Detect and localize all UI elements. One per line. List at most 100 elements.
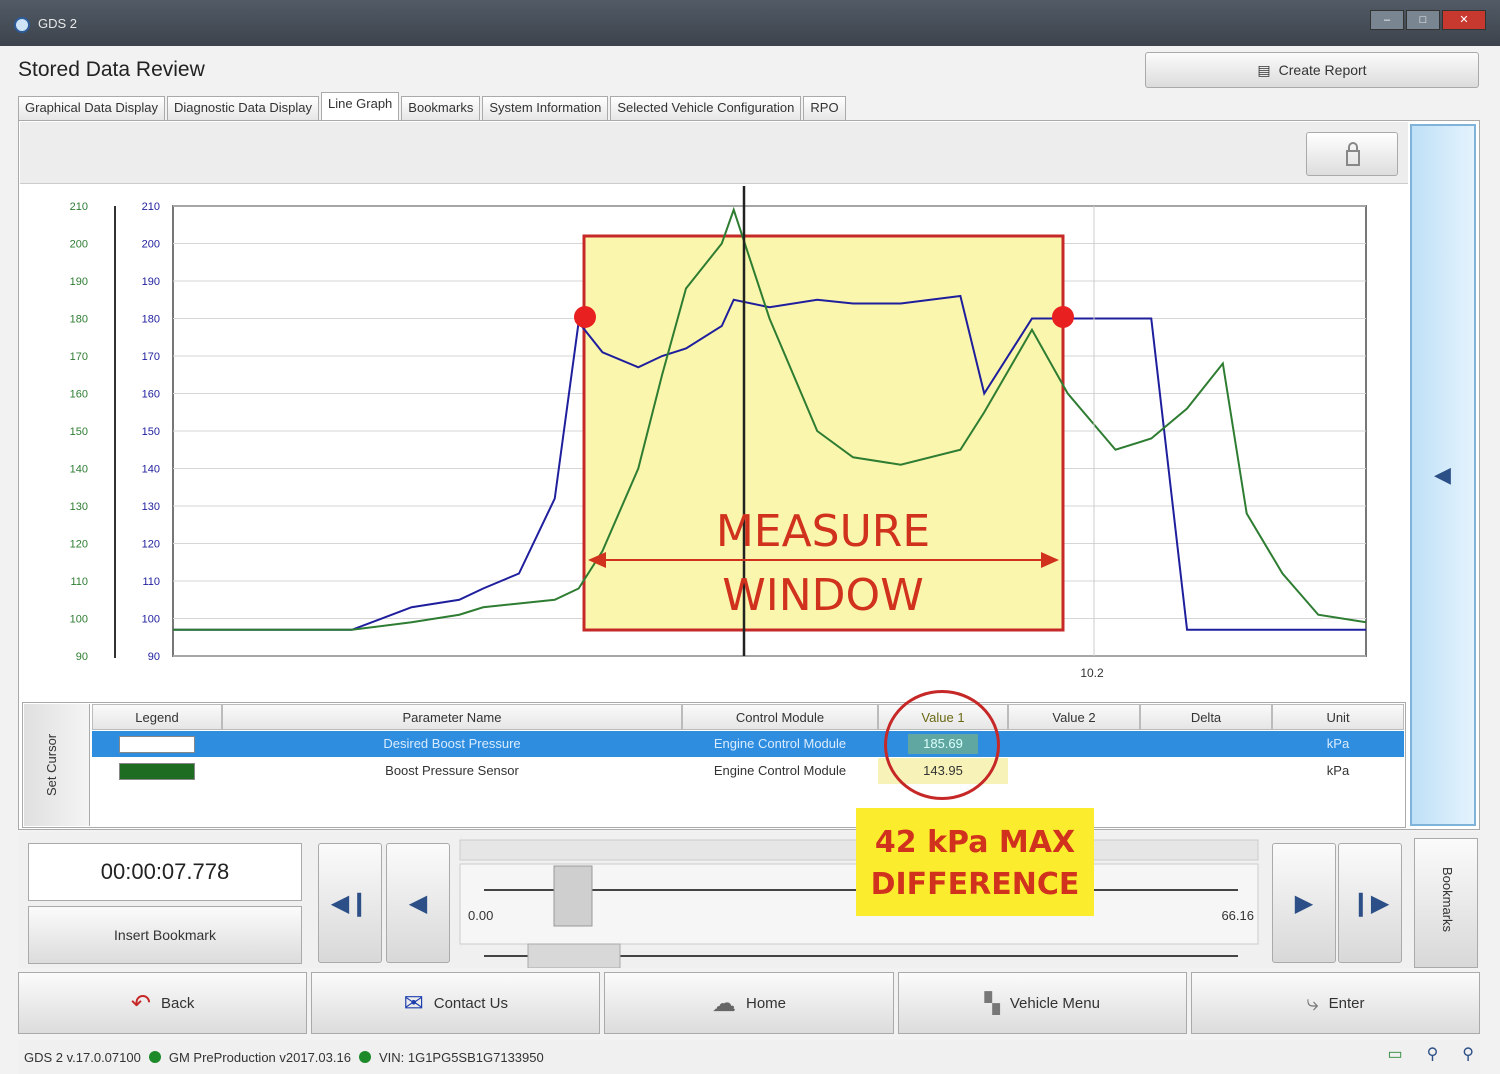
col-header-delta[interactable]: Delta	[1140, 704, 1272, 730]
y-tick-label-blue: 210	[142, 201, 160, 213]
set-cursor-label: Set Cursor	[44, 733, 59, 796]
graph-toolbar	[20, 122, 1408, 184]
zoom-thumb[interactable]	[527, 943, 621, 968]
row1-module[interactable]: Engine Control Module	[682, 731, 878, 757]
slider-thumb[interactable]	[553, 865, 593, 927]
close-button[interactable]: ✕	[1442, 10, 1486, 30]
skip-back-icon: ◀❙	[330, 889, 370, 917]
bookmarks-button[interactable]: Bookmarks	[1414, 838, 1478, 968]
tab-system-information[interactable]: System Information	[482, 96, 609, 120]
skip-forward-button[interactable]: ❙▶	[1338, 843, 1402, 963]
title-bar: GDS 2 – □ ✕	[0, 0, 1500, 46]
set-cursor-button[interactable]: Set Cursor	[24, 704, 90, 826]
measure-label-line2: WINDOW	[722, 570, 923, 621]
bottom-navigation: ↶ Back ✉ Contact Us ☁ Home ▚ Vehicle Menu ⤷ E…	[18, 972, 1481, 1036]
tab-bookmarks[interactable]: Bookmarks	[401, 96, 481, 120]
y-tick-label-blue: 120	[142, 539, 160, 551]
col-header-module[interactable]: Control Module	[682, 704, 878, 730]
create-report-label: Create Report	[1278, 62, 1367, 78]
home-label: Home	[746, 994, 787, 1012]
step-forward-button[interactable]: ▶	[1272, 843, 1336, 963]
vehicle-menu-icon: ▚	[984, 992, 1000, 1015]
measure-arrow-right-icon	[1041, 552, 1059, 568]
monitor-icon[interactable]: ▭	[1387, 1046, 1403, 1063]
lock-icon	[1346, 142, 1360, 166]
measure-label-line1: MEASURE	[716, 506, 930, 557]
col-header-parameter[interactable]: Parameter Name	[222, 704, 682, 730]
y-tick-label-green: 150	[70, 426, 88, 438]
y-tick-label-green: 100	[70, 614, 88, 626]
row2-parameter[interactable]: Boost Pressure Sensor	[222, 758, 682, 784]
slider-max-label: 66.16	[1221, 908, 1254, 923]
y-tick-label-green: 90	[76, 651, 88, 663]
contact-label: Contact Us	[433, 994, 508, 1012]
home-button[interactable]: ☁ Home	[604, 972, 894, 1034]
y-axis-left-green: 210 200 190 180 170 160 150 140 130 120 110 100 90	[70, 201, 88, 663]
y-tick-label-blue: 200	[142, 239, 160, 251]
row1-delta[interactable]	[1140, 731, 1272, 757]
insert-bookmark-button[interactable]: Insert Bookmark	[28, 906, 302, 964]
step-back-icon: ◀	[408, 889, 428, 917]
report-icon: ▤	[1257, 61, 1271, 78]
tab-bar: Graphical Data Display Diagnostic Data D…	[18, 92, 848, 120]
row2-legend[interactable]	[92, 758, 222, 784]
side-panel-toggle[interactable]	[1410, 124, 1476, 826]
back-button[interactable]: ↶ Back	[18, 972, 308, 1034]
tab-selected-vehicle-configuration[interactable]: Selected Vehicle Configuration	[610, 96, 802, 120]
lock-button[interactable]	[1306, 132, 1398, 176]
line-graph[interactable]: 210 200 190 180 170 160 150 140 130 120 110 100 90 2…	[20, 186, 1408, 698]
create-report-button[interactable]: ▤ Create Report	[1145, 52, 1479, 88]
y-tick-label-blue: 180	[142, 314, 160, 326]
row2-unit[interactable]: kPa	[1272, 758, 1404, 784]
y-tick-label-green: 180	[70, 314, 88, 326]
col-header-value2[interactable]: Value 2	[1008, 704, 1140, 730]
col-header-unit[interactable]: Unit	[1272, 704, 1404, 730]
back-arrow-icon: ↶	[130, 989, 151, 1017]
zoom-out-icon[interactable]: ⚲	[1426, 1046, 1439, 1063]
y-tick-label-blue: 90	[148, 651, 160, 663]
vin-text: VIN: 1G1PG5SB1G7133950	[378, 1049, 544, 1065]
y-tick-label-blue: 150	[142, 426, 160, 438]
tab-graphical-data-display[interactable]: Graphical Data Display	[18, 96, 165, 120]
y-tick-label-green: 190	[70, 276, 88, 288]
difference-callout: 42 kPa MAX DIFFERENCE	[856, 808, 1094, 916]
legend-swatch	[119, 736, 195, 754]
callout-line1: 42 kPa MAX	[874, 825, 1076, 860]
tab-line-graph[interactable]: Line Graph	[320, 92, 400, 120]
y-tick-label-blue: 170	[142, 351, 160, 363]
measure-window	[582, 234, 1065, 632]
enter-button[interactable]: ⤷ Enter	[1190, 972, 1481, 1034]
col-header-legend[interactable]: Legend	[92, 704, 222, 730]
step-back-button[interactable]: ◀	[386, 843, 450, 963]
y-tick-label-blue: 110	[142, 576, 160, 588]
y-tick-label-green: 170	[70, 351, 88, 363]
row2-value2[interactable]	[1008, 758, 1140, 784]
cursor2-label: 10.2	[1080, 666, 1104, 680]
page-title: Stored Data Review	[18, 58, 205, 81]
vehicle-menu-label: Vehicle Menu	[1009, 994, 1100, 1012]
tab-rpo[interactable]: RPO	[803, 96, 846, 120]
y-tick-label-green: 140	[70, 464, 88, 476]
window-controls: – □ ✕	[1370, 10, 1486, 30]
window-title: GDS 2	[38, 16, 78, 31]
row1-parameter[interactable]: Desired Boost Pressure	[222, 731, 682, 757]
y-tick-label-green: 110	[70, 576, 88, 588]
vehicle-menu-button[interactable]: ▚ Vehicle Menu	[897, 972, 1187, 1034]
zoom-in-icon[interactable]: ⚲	[1462, 1046, 1474, 1063]
row2-delta[interactable]	[1140, 758, 1272, 784]
tab-diagnostic-data-display[interactable]: Diagnostic Data Display	[166, 96, 319, 120]
row2-module[interactable]: Engine Control Module	[682, 758, 878, 784]
contact-us-button[interactable]: ✉ Contact Us	[311, 972, 601, 1034]
skip-back-button[interactable]: ◀❙	[318, 843, 382, 963]
y-tick-label-green: 200	[70, 239, 88, 251]
row1-unit[interactable]: kPa	[1272, 731, 1404, 757]
minimize-button[interactable]: –	[1370, 10, 1404, 30]
collapse-arrow-icon[interactable]: ◀	[1434, 462, 1451, 487]
y-tick-label-blue: 160	[142, 389, 160, 401]
row1-legend[interactable]	[92, 731, 222, 757]
row1-value2[interactable]	[1008, 731, 1140, 757]
series-line-boost-sensor	[173, 206, 1367, 631]
measure-arrow-left-icon	[588, 552, 606, 568]
maximize-button[interactable]: □	[1406, 10, 1440, 30]
